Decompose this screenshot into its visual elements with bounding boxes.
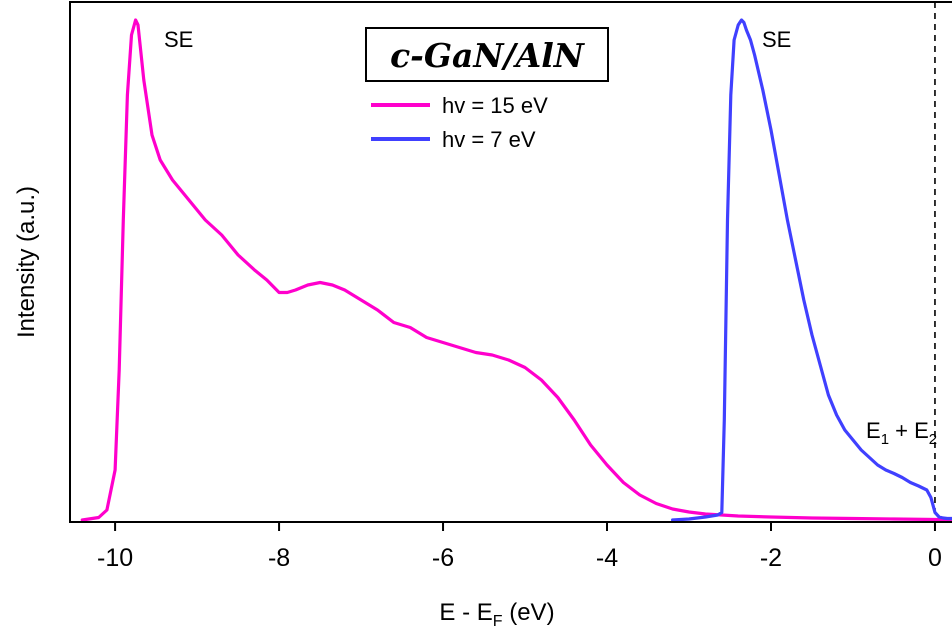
x-tick-label: -2 xyxy=(760,544,782,572)
annotation-energy-sum: E1 + E2 xyxy=(866,418,937,448)
series-line-1 xyxy=(671,18,952,522)
x-tick-label: -4 xyxy=(596,544,618,572)
x-tick-label: 0 xyxy=(928,544,942,572)
series-line-0 xyxy=(80,18,952,522)
legend-label-hv15: hv = 15 eV xyxy=(442,93,548,118)
chart-title: c-GaN/AlN xyxy=(390,36,586,75)
x-tick-label: -8 xyxy=(268,544,290,572)
plot-marks xyxy=(80,2,952,522)
title-box xyxy=(365,27,609,82)
legend-label-hv7: hv = 7 eV xyxy=(442,127,536,152)
x-tick-label: -10 xyxy=(97,544,133,572)
legend: hv = 15 eV hv = 7 eV xyxy=(371,93,548,152)
x-axis-title: E - EF (eV) xyxy=(439,599,554,630)
plot-frame xyxy=(69,1,952,523)
annotation-se-left: SE xyxy=(164,27,193,52)
annotation-se-right: SE xyxy=(762,27,791,52)
x-axis: -10 -8 -6 -4 -2 0 xyxy=(97,522,942,572)
y-axis-title: Intensity (a.u.) xyxy=(13,186,40,338)
x-tick-label: -6 xyxy=(432,544,454,572)
